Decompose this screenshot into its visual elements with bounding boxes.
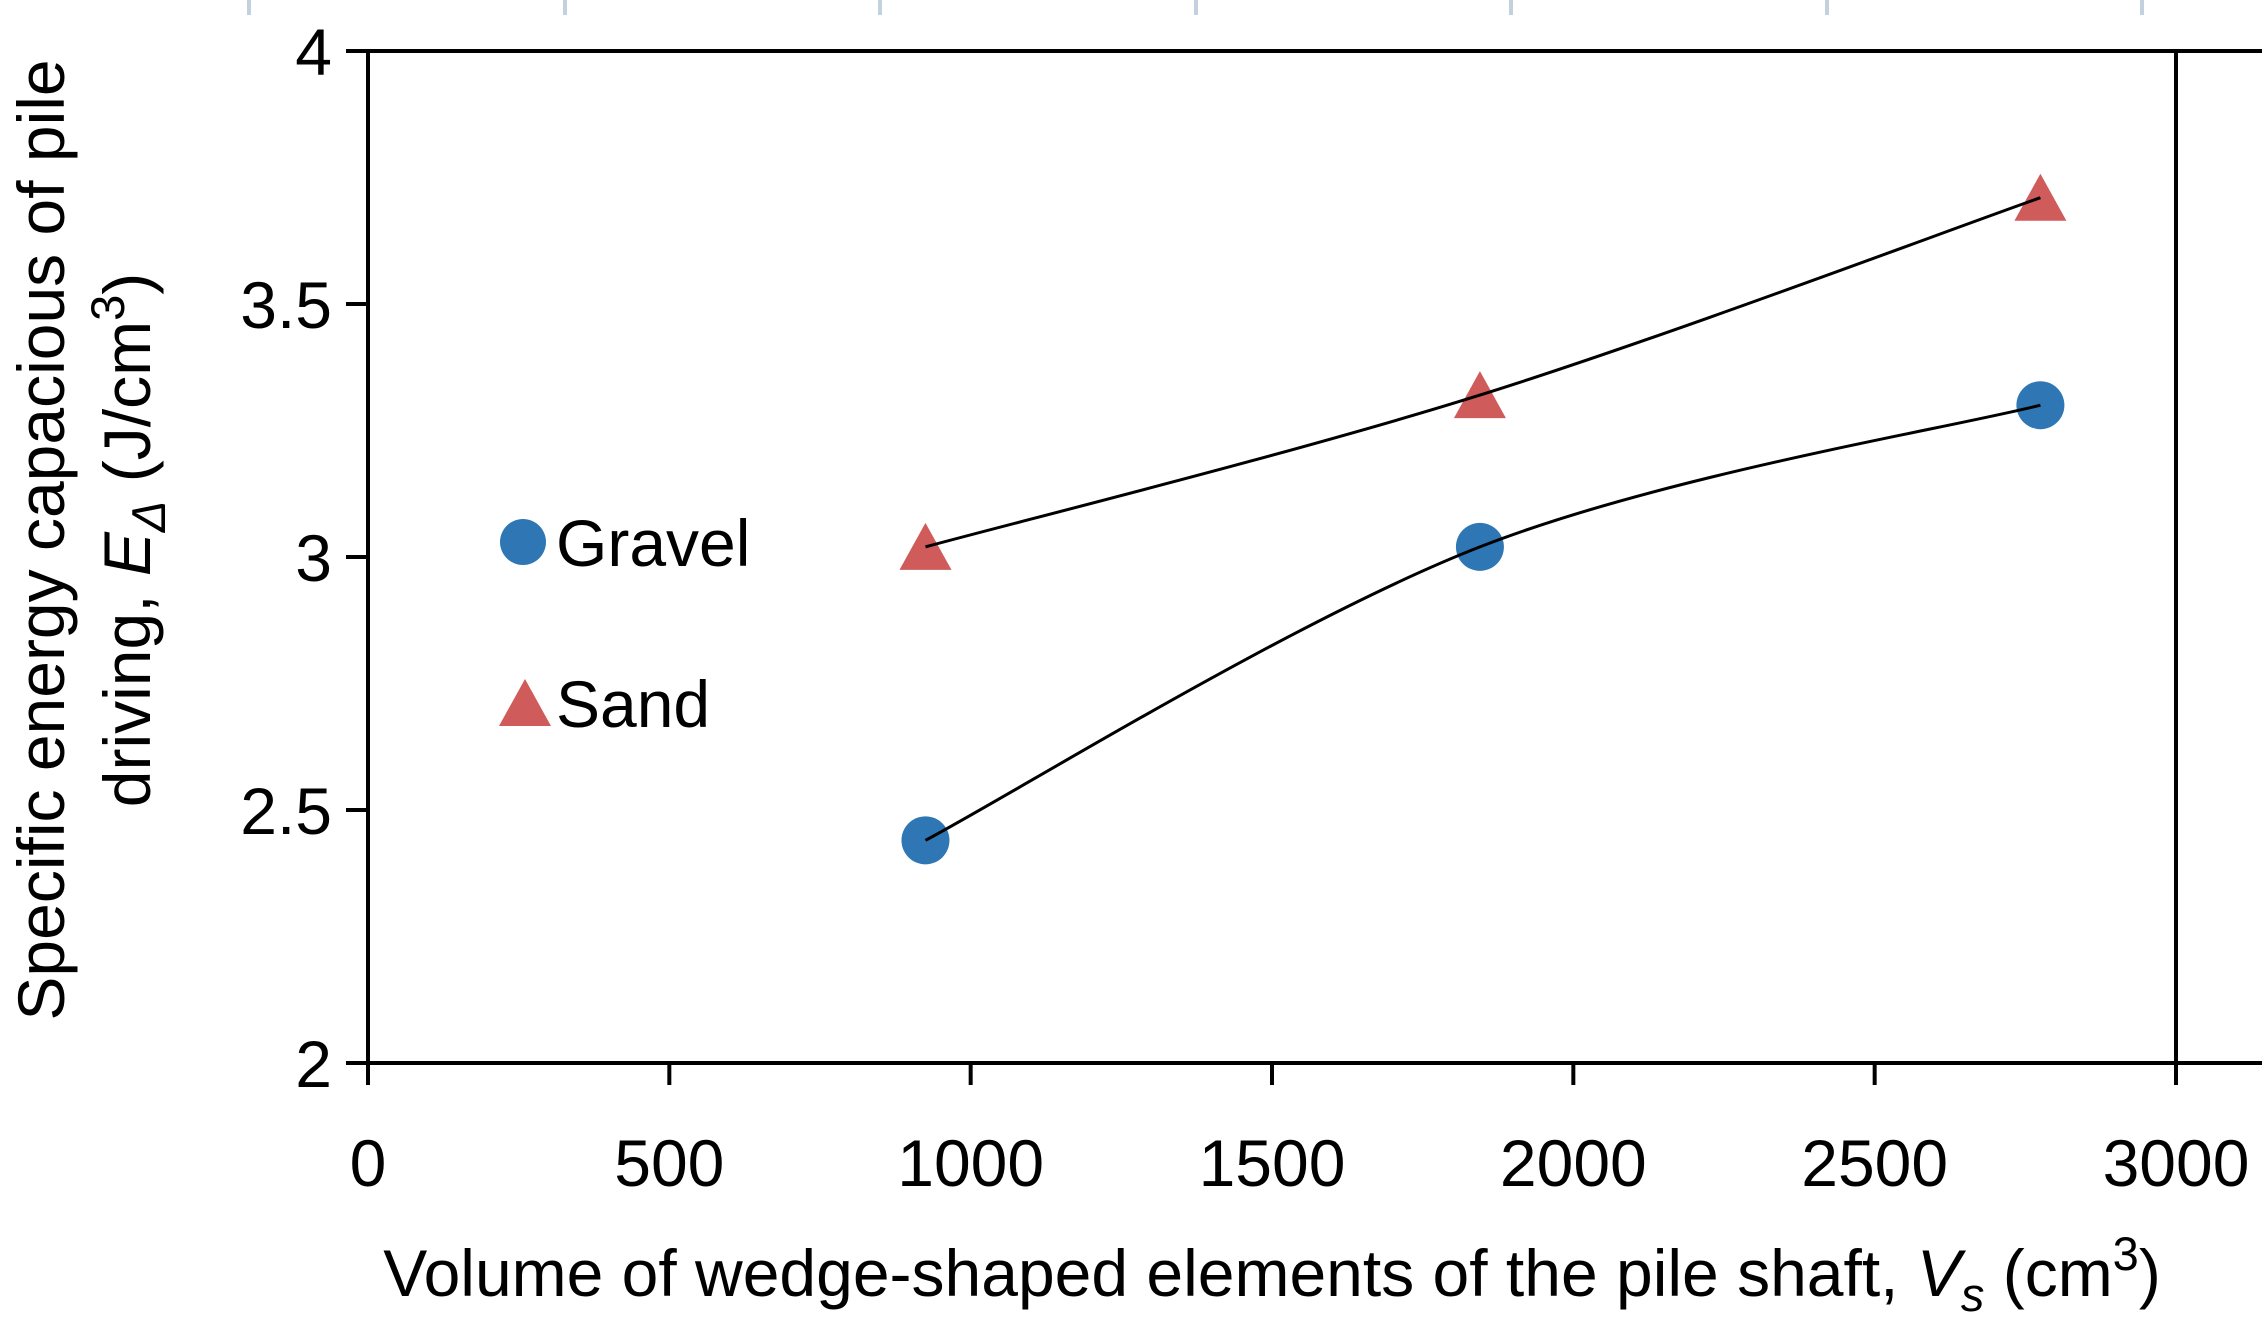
legend-label-gravel: Gravel	[556, 506, 750, 580]
y-axis: 2 2.5 3 3.5 4	[240, 15, 368, 1101]
x-tick-label: 1500	[1199, 1126, 1346, 1200]
label-segment: )	[90, 273, 164, 295]
label-segment: (cm	[1984, 1236, 2112, 1310]
trendline-layer	[924, 196, 2041, 842]
x-axis-title-text: Volume of wedge-shaped elements of the p…	[383, 1227, 2161, 1321]
data-points-layer	[899, 173, 2067, 865]
x-tick-label: 2500	[1801, 1126, 1948, 1200]
x-tick-label: 0	[350, 1126, 387, 1200]
x-tick-label: 3000	[2103, 1126, 2250, 1200]
label-segment: )	[2139, 1236, 2161, 1310]
label-segment: driving,	[90, 576, 164, 807]
x-tick-label: 500	[614, 1126, 724, 1200]
x-tick-label: 2000	[1500, 1126, 1647, 1200]
x-axis: 0 500 1000 1500 2000 2500 3000	[350, 1063, 2250, 1200]
trendline-gravel	[924, 403, 2041, 842]
label-segment: V	[1917, 1236, 1967, 1310]
y-tick-label: 3	[295, 521, 332, 595]
label-segment: (J/cm	[90, 321, 164, 501]
label-segment: 3	[2113, 1227, 2139, 1280]
data-point-sand	[2014, 173, 2067, 221]
x-tick-label: 1000	[897, 1126, 1044, 1200]
legend: Gravel Sand	[499, 506, 750, 741]
y-axis-title: Specific energy capacious of pile driving…	[4, 59, 175, 1020]
y-axis-title-line2: driving, EΔ (J/cm3)	[81, 273, 175, 807]
y-tick-label: 2.5	[240, 774, 332, 848]
label-segment: Volume of wedge-shaped elements of the p…	[383, 1236, 1917, 1310]
trendline-sand	[925, 196, 2041, 549]
y-tick-label: 2	[295, 1027, 332, 1101]
label-segment: 3	[81, 295, 134, 321]
label-segment: E	[90, 531, 164, 576]
legend-marker-sand	[499, 679, 551, 726]
top-decor-ticks	[247, 0, 2144, 15]
legend-label-sand: Sand	[556, 667, 710, 741]
x-axis-title: Volume of wedge-shaped elements of the p…	[383, 1227, 2161, 1321]
label-segment: Δ	[122, 501, 175, 534]
y-tick-label: 4	[295, 15, 332, 89]
y-axis-title-line1: Specific energy capacious of pile	[4, 59, 78, 1020]
y-tick-label: 3.5	[240, 268, 332, 342]
legend-marker-gravel	[500, 519, 546, 565]
plot-frame	[346, 49, 2262, 1085]
label-segment: s	[1961, 1268, 1985, 1321]
